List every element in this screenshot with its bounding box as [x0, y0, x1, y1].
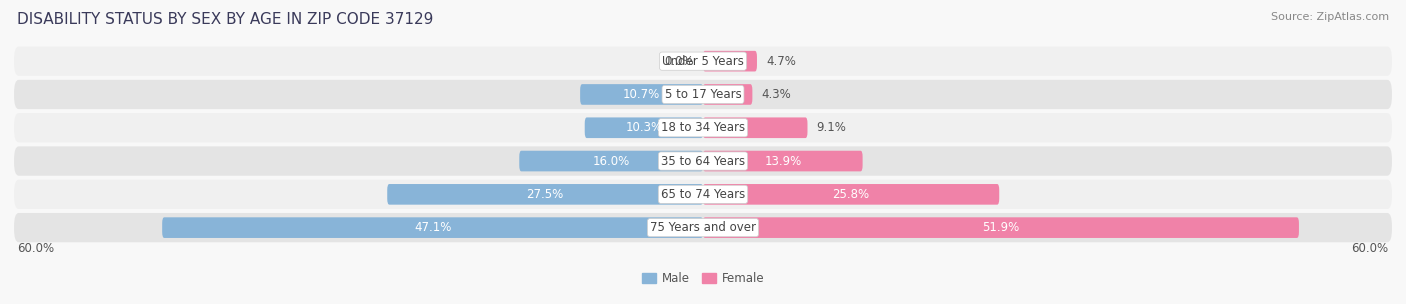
Text: 4.7%: 4.7%: [766, 55, 796, 68]
FancyBboxPatch shape: [703, 184, 1000, 205]
Text: 75 Years and over: 75 Years and over: [650, 221, 756, 234]
FancyBboxPatch shape: [581, 84, 703, 105]
FancyBboxPatch shape: [703, 84, 752, 105]
Text: 16.0%: 16.0%: [592, 154, 630, 168]
FancyBboxPatch shape: [387, 184, 703, 205]
Text: 65 to 74 Years: 65 to 74 Years: [661, 188, 745, 201]
Text: 60.0%: 60.0%: [17, 242, 55, 255]
FancyBboxPatch shape: [14, 213, 1392, 242]
Text: 9.1%: 9.1%: [817, 121, 846, 134]
FancyBboxPatch shape: [14, 47, 1392, 76]
Text: DISABILITY STATUS BY SEX BY AGE IN ZIP CODE 37129: DISABILITY STATUS BY SEX BY AGE IN ZIP C…: [17, 12, 433, 27]
FancyBboxPatch shape: [703, 151, 863, 171]
Text: 47.1%: 47.1%: [413, 221, 451, 234]
FancyBboxPatch shape: [519, 151, 703, 171]
Text: 0.0%: 0.0%: [664, 55, 693, 68]
Text: 25.8%: 25.8%: [832, 188, 870, 201]
Text: 18 to 34 Years: 18 to 34 Years: [661, 121, 745, 134]
FancyBboxPatch shape: [14, 180, 1392, 209]
Text: Source: ZipAtlas.com: Source: ZipAtlas.com: [1271, 12, 1389, 22]
Text: Under 5 Years: Under 5 Years: [662, 55, 744, 68]
Text: 60.0%: 60.0%: [1351, 242, 1389, 255]
FancyBboxPatch shape: [162, 217, 703, 238]
FancyBboxPatch shape: [703, 51, 756, 71]
Text: 35 to 64 Years: 35 to 64 Years: [661, 154, 745, 168]
Text: 13.9%: 13.9%: [765, 154, 801, 168]
Text: 10.3%: 10.3%: [626, 121, 662, 134]
Text: 5 to 17 Years: 5 to 17 Years: [665, 88, 741, 101]
FancyBboxPatch shape: [14, 147, 1392, 176]
Legend: Male, Female: Male, Female: [637, 267, 769, 289]
FancyBboxPatch shape: [14, 80, 1392, 109]
FancyBboxPatch shape: [14, 113, 1392, 142]
FancyBboxPatch shape: [703, 217, 1299, 238]
FancyBboxPatch shape: [585, 117, 703, 138]
Text: 10.7%: 10.7%: [623, 88, 661, 101]
Text: 51.9%: 51.9%: [983, 221, 1019, 234]
Text: 27.5%: 27.5%: [526, 188, 564, 201]
FancyBboxPatch shape: [703, 117, 807, 138]
Text: 4.3%: 4.3%: [762, 88, 792, 101]
